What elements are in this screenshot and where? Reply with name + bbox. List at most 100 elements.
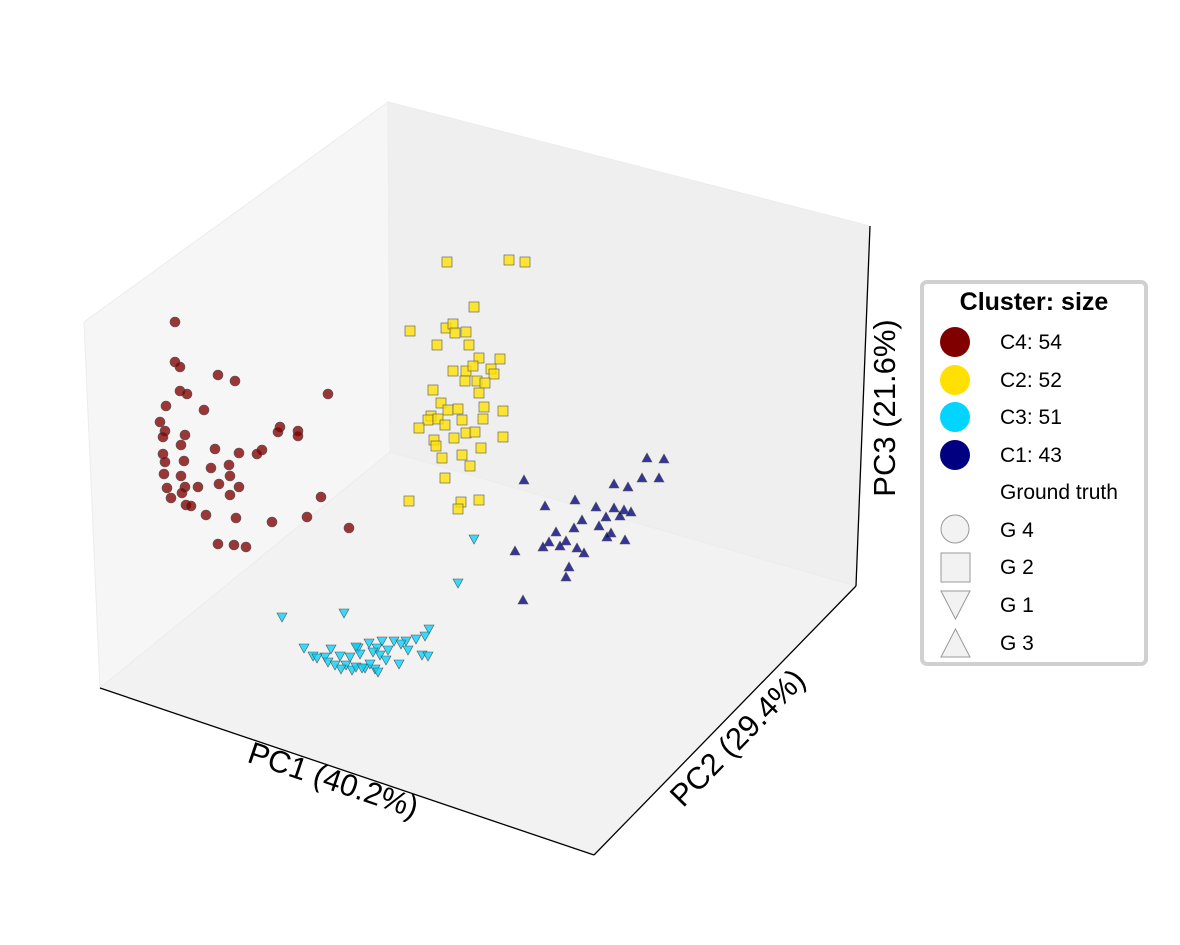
point-c2 xyxy=(447,365,459,377)
point-c2 xyxy=(477,413,489,425)
point-c2 xyxy=(488,368,500,380)
point-c1 xyxy=(653,472,665,483)
point-c4 xyxy=(240,541,252,553)
legend-label-g2: G 2 xyxy=(1000,556,1034,579)
legend-circle-marker xyxy=(940,514,970,544)
point-c3 xyxy=(395,639,407,650)
legend-triangle-up-marker xyxy=(940,627,971,658)
point-c2 xyxy=(422,414,434,426)
point-c4 xyxy=(175,439,187,451)
point-c2 xyxy=(448,432,460,444)
legend-item-g4: G 4 xyxy=(940,514,1034,544)
point-c1 xyxy=(560,571,572,582)
point-c3 xyxy=(372,667,384,678)
point-c4 xyxy=(212,538,224,550)
point-c2 xyxy=(441,256,453,268)
series-c4 xyxy=(154,316,355,553)
point-c4 xyxy=(169,316,181,328)
point-c4 xyxy=(315,491,327,503)
point-c2 xyxy=(467,360,479,372)
point-c4 xyxy=(154,416,166,428)
point-c1 xyxy=(593,520,605,531)
point-c1 xyxy=(619,534,631,545)
legend-item-c1: C1: 43 xyxy=(940,440,1062,470)
point-c4 xyxy=(224,489,236,501)
legend-marker-c4 xyxy=(940,327,970,357)
point-c3 xyxy=(311,653,323,664)
point-c3 xyxy=(423,624,435,635)
point-c4 xyxy=(223,459,235,471)
legend-square-marker xyxy=(940,552,971,583)
point-c4 xyxy=(161,482,173,494)
point-c2 xyxy=(464,460,476,472)
point-c1 xyxy=(568,522,580,533)
point-c3 xyxy=(319,652,331,663)
point-c1 xyxy=(560,535,572,546)
point-c2 xyxy=(473,494,485,506)
point-c4 xyxy=(200,509,212,521)
point-c3 xyxy=(344,652,356,663)
point-c4 xyxy=(160,400,172,412)
point-c2 xyxy=(456,414,468,426)
point-c1 xyxy=(569,494,581,505)
point-c1 xyxy=(563,561,575,572)
point-c1 xyxy=(554,540,566,551)
point-c4 xyxy=(159,456,171,468)
series-c2 xyxy=(403,254,531,515)
point-c4 xyxy=(176,487,188,499)
point-c2 xyxy=(431,339,443,351)
point-c2 xyxy=(452,503,464,515)
point-c4 xyxy=(229,375,241,387)
point-c4 xyxy=(233,481,245,493)
data-points xyxy=(154,254,670,678)
point-c2 xyxy=(473,352,485,364)
point-c4 xyxy=(213,478,225,490)
point-c3 xyxy=(350,642,362,653)
point-c3 xyxy=(422,651,434,662)
point-c2 xyxy=(497,431,509,443)
point-c4 xyxy=(185,500,197,512)
point-c1 xyxy=(625,506,637,517)
point-c4 xyxy=(175,470,187,482)
y-axis-line xyxy=(593,585,857,856)
point-c2 xyxy=(463,339,475,351)
axes-panes xyxy=(83,101,871,856)
point-c1 xyxy=(576,514,588,525)
point-c4 xyxy=(322,388,334,400)
legend-item-g1: G 1 xyxy=(940,590,1034,621)
point-c4 xyxy=(266,516,278,528)
point-c4 xyxy=(178,455,190,467)
point-c2 xyxy=(404,325,416,337)
point-c4 xyxy=(192,481,204,493)
legend-label-c2: C2: 52 xyxy=(1000,369,1062,392)
point-c2 xyxy=(456,449,468,461)
legend-box xyxy=(920,280,1148,666)
point-c2 xyxy=(468,301,480,313)
point-c1 xyxy=(658,453,670,464)
legend-label-g1: G 1 xyxy=(1000,594,1034,617)
point-c3 xyxy=(329,660,341,671)
point-c3 xyxy=(376,636,388,647)
point-c3 xyxy=(419,631,431,642)
legend-item-g3: G 3 xyxy=(940,627,1034,658)
point-c4 xyxy=(292,430,304,442)
point-c1 xyxy=(550,526,562,537)
point-c2 xyxy=(447,318,459,330)
legend-item-c2: C2: 52 xyxy=(940,365,1062,395)
legend-label-c1: C1: 43 xyxy=(1000,444,1062,467)
point-c1 xyxy=(641,452,653,463)
series-c3 xyxy=(276,534,480,678)
point-c1 xyxy=(518,474,530,485)
axis-lines xyxy=(99,225,871,856)
point-c4 xyxy=(174,361,186,373)
legend-item-c4: C4: 54 xyxy=(940,327,1062,357)
point-c2 xyxy=(435,397,447,409)
point-c1 xyxy=(539,500,551,511)
legend-label-g4: G 4 xyxy=(1000,519,1034,542)
point-c4 xyxy=(209,443,221,455)
point-c2 xyxy=(497,405,509,417)
point-c2 xyxy=(436,452,448,464)
point-c3 xyxy=(364,659,376,670)
legend: Cluster: size C4: 54 C2: 52 C3: 51 C1: 4… xyxy=(920,280,1148,666)
point-c3 xyxy=(410,634,422,645)
